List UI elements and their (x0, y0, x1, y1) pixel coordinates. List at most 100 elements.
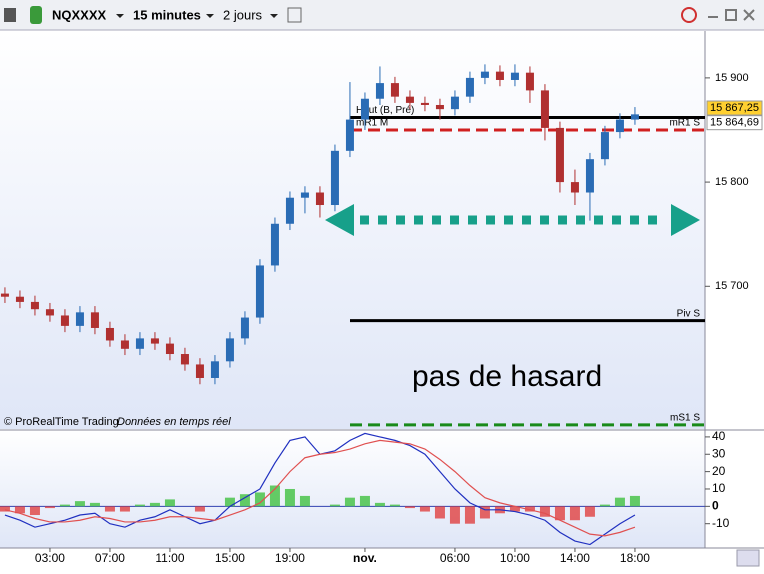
y-tick-label: 15 900 (715, 72, 749, 84)
toolbar (0, 0, 764, 30)
histogram-bar (449, 506, 460, 524)
timeframe[interactable]: 15 minutes (133, 7, 201, 22)
candle-body (330, 150, 339, 206)
dropdown[interactable] (270, 14, 278, 18)
candle-body (180, 354, 189, 365)
histogram-bar (299, 495, 310, 507)
candle-body (75, 312, 84, 326)
candle-body (240, 317, 249, 339)
candle-body (300, 192, 309, 198)
chart-icon[interactable] (4, 8, 16, 22)
candle-body (570, 182, 579, 193)
x-tick-label: 07:00 (95, 551, 125, 565)
price-tag-label: 15 867,25 (710, 102, 759, 114)
y-tick-label: 10 (712, 481, 726, 495)
y-tick-label: 30 (712, 446, 726, 460)
symbol[interactable]: NQXXXX (52, 7, 107, 22)
level-label: mR1 M (356, 118, 388, 129)
price-tag (706, 100, 763, 116)
histogram-bar (629, 495, 640, 507)
candle-body (450, 96, 459, 110)
candle-body (510, 72, 519, 80)
candle-body (390, 83, 399, 97)
histogram-bar (194, 506, 205, 512)
refresh-icon[interactable] (681, 7, 697, 23)
info-button[interactable] (287, 7, 302, 23)
close[interactable] (743, 9, 755, 21)
candle-body (45, 309, 54, 316)
price-tag (706, 115, 763, 131)
candle-body (615, 119, 624, 133)
histogram-bar (359, 495, 370, 507)
y-tick-label: -10 (712, 516, 730, 530)
histogram-bar (44, 506, 55, 509)
indicator-panel (0, 431, 705, 548)
histogram-bar (29, 506, 40, 516)
candle-body (540, 90, 549, 128)
candle-body (315, 192, 324, 206)
candle-body (135, 338, 144, 349)
histogram-bar (404, 506, 415, 509)
candle-body (0, 293, 9, 297)
histogram-bar (509, 506, 520, 512)
histogram-bar (149, 502, 160, 507)
histogram-bar (134, 504, 145, 507)
x-tick-label: 19:00 (275, 551, 305, 565)
histogram-bar (614, 497, 625, 507)
x-tick-label: 14:00 (560, 551, 590, 565)
dropdown[interactable] (116, 14, 124, 18)
histogram-bar (239, 494, 250, 507)
candle-body (465, 77, 474, 97)
candle-body (285, 197, 294, 224)
source-note: Données en temps réel (117, 416, 231, 428)
maximize[interactable] (725, 9, 737, 21)
histogram-bar (14, 506, 25, 514)
histogram-bar (479, 506, 490, 519)
histogram-bar (74, 501, 85, 507)
y-tick-label: 40 (712, 429, 726, 443)
indicator-line (4, 439, 636, 537)
histogram-bar (389, 504, 400, 507)
y-tick-label: 15 800 (715, 176, 749, 188)
histogram-bar (419, 506, 430, 512)
candle-body (195, 364, 204, 378)
x-tick-label: 03:00 (35, 551, 65, 565)
candle-body (405, 96, 414, 103)
candle-body (165, 343, 174, 355)
link-icon[interactable] (30, 6, 42, 24)
dropdown[interactable] (206, 14, 214, 18)
candle-body (630, 114, 639, 120)
candle-body (225, 338, 234, 362)
x-tick-label: 11:00 (155, 551, 184, 565)
y-tick-label: 0 (712, 499, 719, 513)
candle-body (495, 71, 504, 80)
x-tick-label: 18:00 (620, 551, 650, 565)
price-tag-label: 15 864,69 (710, 117, 759, 129)
scroll-button[interactable] (736, 549, 760, 567)
histogram-bar (269, 485, 280, 507)
histogram-bar (89, 502, 100, 507)
candle-body (120, 340, 129, 349)
level-label: mR1 S (669, 118, 700, 129)
candle-body (435, 104, 444, 110)
candle-body (375, 83, 384, 99)
range[interactable]: 2 jours (223, 7, 263, 22)
level-label: mS1 S (670, 413, 700, 424)
x-tick-label: 10:00 (500, 551, 530, 565)
y-tick-label: 20 (712, 464, 726, 478)
level-label: Haut (B, Pré) (356, 105, 414, 116)
annotation: pas de hasard (412, 360, 602, 393)
candle-body (150, 338, 159, 344)
x-tick-label: nov. (353, 551, 377, 565)
candle-body (105, 327, 114, 341)
source: © ProRealTime Trading (4, 416, 119, 428)
candle-body (420, 102, 429, 105)
histogram-bar (59, 504, 70, 507)
arrow (325, 204, 700, 236)
y-tick-label: 15 700 (715, 280, 749, 292)
histogram-bar (599, 504, 610, 507)
histogram-bar (224, 497, 235, 507)
histogram-bar (464, 506, 475, 524)
histogram-bar (329, 504, 340, 507)
histogram-bar (104, 506, 115, 512)
